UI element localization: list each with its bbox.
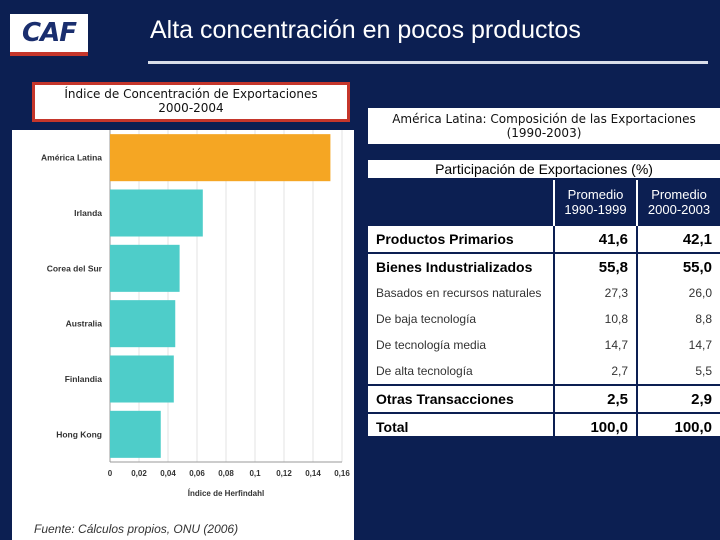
row-value-1990-1999: 100,0 [553,412,637,440]
row-label: De tecnología media [376,338,487,352]
table-row: De tecnología media 14,7 14,7 [368,332,720,358]
category-label: Corea del Sur [47,263,103,273]
chart-title-line1: Índice de Concentración de Exportaciones [64,87,318,101]
table-row: De alta tecnología 2,7 5,5 [368,358,720,385]
row-label: Otras Transacciones [368,384,554,413]
row-value-2000-2003: 14,7 [635,332,720,358]
row-value-2000-2003: 100,0 [635,412,720,440]
x-tick-label: 0 [108,469,113,478]
row-value-2000-2003: 2,9 [635,384,720,413]
table-row: De baja tecnología 10,8 8,8 [368,306,720,332]
table-body: Productos Primarios 41,6 42,1 Bienes Indust… [368,224,720,440]
row-value-1990-1999: 55,8 [553,252,637,280]
x-tick-label: 0,06 [189,469,205,478]
row-value-2000-2003: 26,0 [635,280,720,306]
row-label: Basados en recursos naturales [376,286,542,300]
table-title-box: América Latina: Composición de las Expor… [368,108,720,144]
row-label: Total [368,412,554,440]
exports-table-panel: Participación de Exportaciones (%) Prome… [368,160,720,440]
x-tick-label: 0,12 [276,469,292,478]
caf-logo: CAF [10,14,88,56]
bar [110,189,203,237]
x-tick-label: 0,04 [160,469,176,478]
row-value-2000-2003: 5,5 [635,358,720,385]
row-value-1990-1999: 2,7 [553,358,637,385]
row-value-1990-1999: 14,7 [553,332,637,358]
x-tick-label: 0,16 [334,469,350,478]
bar [110,134,331,182]
row-value-1990-1999: 41,6 [553,224,637,253]
table-row: Productos Primarios 41,6 42,1 [368,224,720,253]
table-row: Total 100,0 100,0 [368,412,720,440]
bar [110,355,174,403]
row-value-2000-2003: 8,8 [635,306,720,332]
category-label: América Latina [41,153,102,163]
x-axis-label: Índice de Herfindahl [188,489,264,498]
row-value-2000-2003: 42,1 [635,224,720,253]
table-row: Bienes Industrializados 55,8 55,0 [368,252,720,280]
row-label: De baja tecnología [376,312,477,326]
row-value-2000-2003: 55,0 [635,252,720,280]
category-label: Irlanda [74,208,102,218]
x-tick-label: 0,14 [305,469,321,478]
column-header-2000-2003: Promedio 2000-2003 [635,179,720,225]
table-row: Otras Transacciones 2,5 2,9 [368,384,720,413]
chart-title-line2: 2000-2004 [158,101,224,115]
bar [110,300,176,348]
title-divider [148,61,708,64]
category-label: Hong Kong [56,429,102,439]
bar [110,244,180,292]
table-header-blank [368,179,554,225]
row-label: Bienes Industrializados [368,252,554,280]
x-tick-label: 0,1 [249,469,261,478]
chart-title-box: Índice de Concentración de Exportaciones… [32,82,350,122]
row-value-1990-1999: 2,5 [553,384,637,413]
table-title-line2: (1990-2003) [506,126,582,140]
source-note: Fuente: Cálculos propios, ONU (2006) [12,506,354,540]
chart-svg: 0 0,02 0,04 0,06 0,08 0,1 0,12 0,14 0,16 América … [41,130,350,498]
row-label: Productos Primarios [368,224,554,253]
column-header-1990-1999: Promedio 1990-1999 [553,179,637,225]
category-label: Finlandia [65,374,103,384]
slide-title: Alta concentración en pocos productos [150,16,581,44]
concentration-chart: 0 0,02 0,04 0,06 0,08 0,1 0,12 0,14 0,16 América … [12,130,354,506]
row-label: De alta tecnología [376,364,473,378]
bar [110,410,161,458]
row-value-1990-1999: 10,8 [553,306,637,332]
table-title-line1: América Latina: Composición de las Expor… [392,112,696,126]
category-label: Australia [66,319,103,329]
table-header: Participación de Exportaciones (%) [368,160,720,180]
x-tick-label: 0,02 [131,469,147,478]
x-tick-label: 0,08 [218,469,234,478]
row-value-1990-1999: 27,3 [553,280,637,306]
exports-table: Participación de Exportaciones (%) Prome… [368,160,720,440]
table-row: Basados en recursos naturales 27,3 26,0 [368,280,720,306]
